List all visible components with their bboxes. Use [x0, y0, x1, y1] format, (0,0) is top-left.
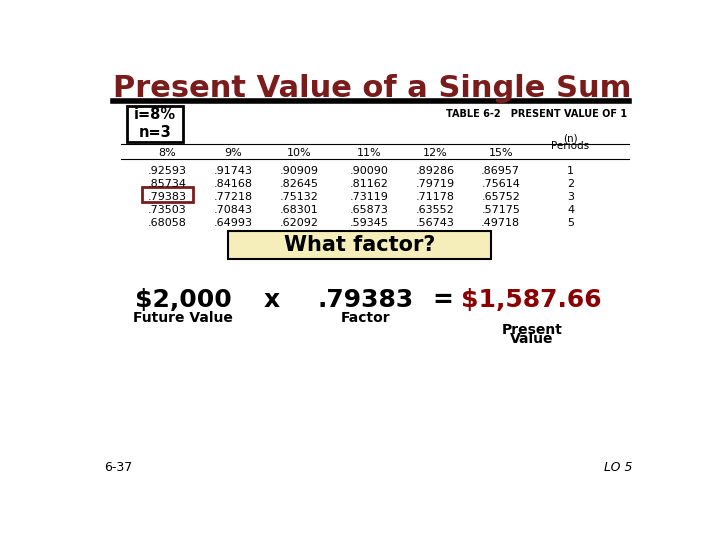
- Text: 8%: 8%: [158, 148, 176, 158]
- Text: i=8%
n=3: i=8% n=3: [134, 107, 176, 139]
- Text: 9%: 9%: [225, 148, 242, 158]
- Text: 5: 5: [567, 218, 574, 228]
- Text: .68301: .68301: [280, 205, 319, 215]
- Text: Periods: Periods: [552, 141, 590, 151]
- Text: =: =: [432, 288, 453, 312]
- Text: .86957: .86957: [481, 166, 521, 176]
- FancyBboxPatch shape: [142, 187, 193, 202]
- Text: Value: Value: [510, 332, 554, 346]
- Text: .63552: .63552: [415, 205, 454, 215]
- Text: .65873: .65873: [350, 205, 388, 215]
- Text: .75614: .75614: [481, 179, 520, 189]
- Text: .82645: .82645: [280, 179, 319, 189]
- Text: .49718: .49718: [481, 218, 521, 228]
- Text: .68058: .68058: [148, 218, 187, 228]
- Text: .77218: .77218: [214, 192, 253, 202]
- Text: .81162: .81162: [350, 179, 388, 189]
- Text: .89286: .89286: [415, 166, 454, 176]
- Text: Factor: Factor: [341, 311, 390, 325]
- FancyBboxPatch shape: [127, 106, 183, 142]
- Text: 3: 3: [567, 192, 574, 202]
- Text: 1: 1: [567, 166, 574, 176]
- Text: .79383: .79383: [317, 288, 413, 312]
- Text: 12%: 12%: [423, 148, 447, 158]
- Text: .65752: .65752: [481, 192, 520, 202]
- Text: 6-37: 6-37: [104, 462, 132, 475]
- Text: .73119: .73119: [350, 192, 388, 202]
- Text: .79719: .79719: [415, 179, 454, 189]
- Text: .64993: .64993: [214, 218, 253, 228]
- Text: Present Value of a Single Sum: Present Value of a Single Sum: [113, 74, 631, 103]
- Text: $1,587.66: $1,587.66: [462, 288, 602, 312]
- Text: .85734: .85734: [148, 179, 187, 189]
- FancyBboxPatch shape: [228, 231, 492, 259]
- Text: .91743: .91743: [214, 166, 253, 176]
- Text: x: x: [264, 288, 280, 312]
- Text: Future Value: Future Value: [133, 311, 233, 325]
- Text: .56743: .56743: [415, 218, 454, 228]
- Text: .73503: .73503: [148, 205, 187, 215]
- Text: .92593: .92593: [148, 166, 187, 176]
- Text: .62092: .62092: [280, 218, 319, 228]
- Text: TABLE 6-2   PRESENT VALUE OF 1: TABLE 6-2 PRESENT VALUE OF 1: [446, 109, 627, 119]
- Text: Present: Present: [501, 323, 562, 337]
- Text: 11%: 11%: [356, 148, 382, 158]
- Text: (n): (n): [563, 133, 578, 143]
- Text: $2,000: $2,000: [135, 288, 231, 312]
- Text: .71178: .71178: [415, 192, 454, 202]
- Text: What factor?: What factor?: [284, 235, 436, 255]
- Text: .75132: .75132: [280, 192, 319, 202]
- Text: 2: 2: [567, 179, 574, 189]
- Text: 15%: 15%: [488, 148, 513, 158]
- Text: LO 5: LO 5: [604, 462, 632, 475]
- Text: .90909: .90909: [280, 166, 319, 176]
- Text: .90090: .90090: [350, 166, 388, 176]
- Text: 10%: 10%: [287, 148, 312, 158]
- Text: .59345: .59345: [350, 218, 388, 228]
- Text: .70843: .70843: [214, 205, 253, 215]
- Text: 4: 4: [567, 205, 574, 215]
- Text: .79383: .79383: [148, 192, 187, 202]
- Text: .84168: .84168: [214, 179, 253, 189]
- Text: .57175: .57175: [481, 205, 520, 215]
